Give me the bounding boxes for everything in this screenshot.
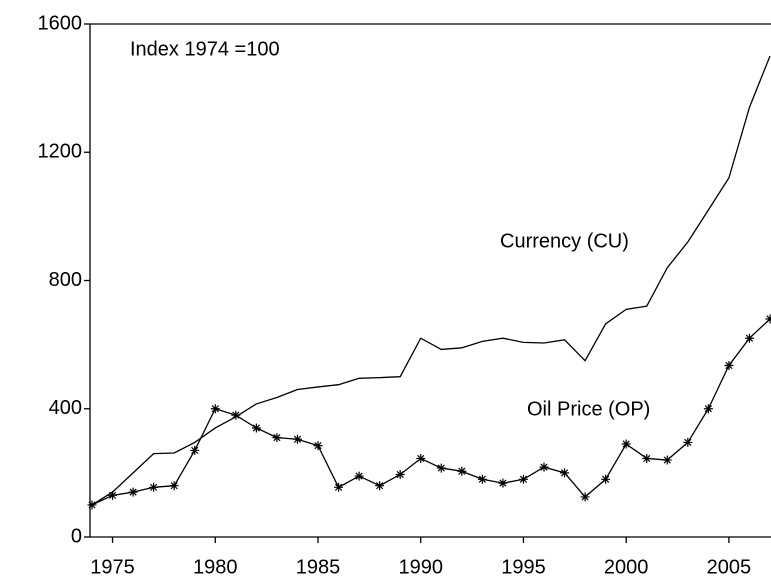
marker — [539, 462, 549, 472]
marker — [457, 466, 467, 476]
marker — [765, 314, 771, 324]
marker — [272, 433, 282, 443]
marker — [683, 437, 693, 447]
marker — [560, 468, 570, 478]
marker — [642, 453, 652, 463]
marker — [169, 481, 179, 491]
marker — [724, 360, 734, 370]
x-tick-label: 1990 — [398, 556, 443, 578]
annotation: Oil Price (OP) — [527, 398, 650, 420]
annotation: Index 1974 =100 — [130, 38, 280, 60]
y-tick-label: 400 — [49, 397, 82, 419]
marker — [477, 474, 487, 484]
x-tick-label: 1995 — [501, 556, 546, 578]
marker — [703, 404, 713, 414]
marker — [436, 463, 446, 473]
marker — [662, 455, 672, 465]
marker — [87, 500, 97, 510]
marker — [313, 441, 323, 451]
series-line — [91, 318, 771, 506]
marker — [210, 404, 220, 414]
marker — [292, 434, 302, 444]
marker — [518, 474, 528, 484]
x-tick-label: 1985 — [296, 556, 341, 578]
y-tick-label: 1600 — [38, 12, 83, 34]
marker — [580, 492, 590, 502]
marker — [128, 487, 138, 497]
marker — [251, 423, 261, 433]
x-tick-label: 1975 — [90, 556, 135, 578]
y-tick-label: 1200 — [38, 141, 83, 163]
marker — [744, 333, 754, 343]
x-tick-label: 2005 — [707, 556, 752, 578]
marker — [149, 482, 159, 492]
y-tick-label: 0 — [71, 525, 82, 547]
x-tick-label: 2000 — [604, 556, 649, 578]
y-tick-label: 800 — [49, 269, 82, 291]
annotation: Currency (CU) — [500, 230, 629, 252]
marker — [334, 482, 344, 492]
marker — [416, 453, 426, 463]
marker — [354, 471, 364, 481]
marker — [395, 469, 405, 479]
marker — [190, 445, 200, 455]
marker — [108, 490, 118, 500]
series-line — [91, 55, 771, 506]
marker — [621, 439, 631, 449]
marker — [375, 481, 385, 491]
x-tick-label: 1980 — [193, 556, 238, 578]
marker — [498, 478, 508, 488]
marker — [231, 410, 241, 420]
marker — [601, 474, 611, 484]
